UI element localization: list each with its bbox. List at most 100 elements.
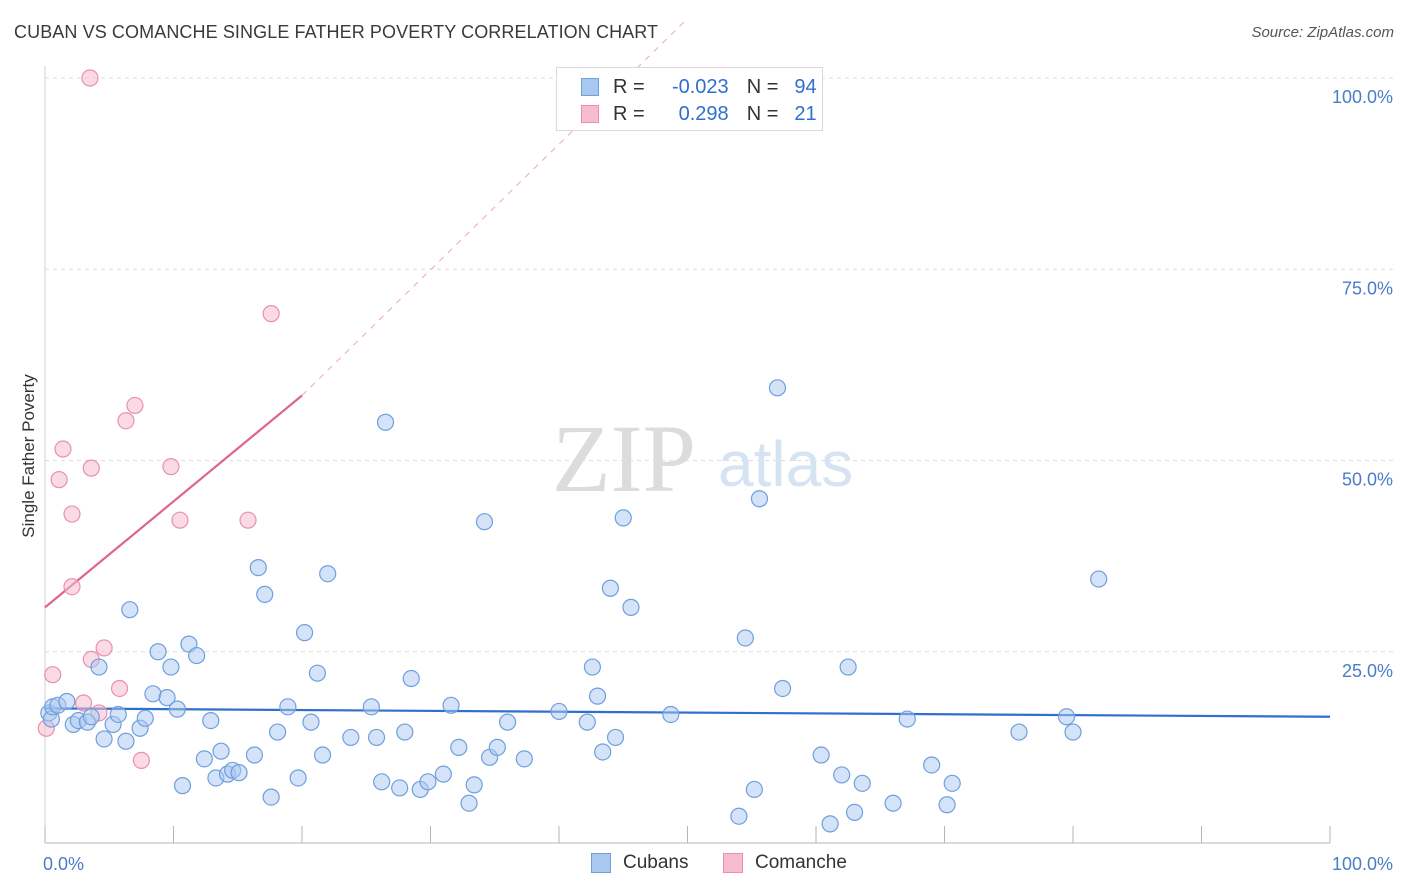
cubans-point	[898, 710, 916, 728]
comanche-point	[63, 578, 81, 596]
x-tick-label: 0.0%	[43, 854, 84, 874]
cubans-point	[376, 413, 395, 431]
cubans-point	[268, 723, 287, 741]
cubans-point	[402, 669, 420, 688]
stats-legend: R = -0.023 N = 94 R = 0.298 N = 21	[556, 67, 823, 131]
tick-labels: 25.0% 50.0% 75.0% 100.0% 0.0% 100.0%	[43, 87, 1393, 874]
legend-n-label: N =	[746, 102, 779, 125]
cubans-point	[82, 708, 100, 726]
cubans-point	[550, 702, 568, 721]
legend-r-value: -0.023	[671, 75, 729, 98]
cubans-point	[289, 769, 307, 787]
watermark-zip-text: ZIP	[552, 405, 696, 512]
comanche-point	[50, 471, 68, 489]
cubans-point	[168, 700, 186, 718]
y-tick-label: 75.0%	[1342, 278, 1393, 298]
cubans-point	[188, 646, 206, 665]
cubans-point	[109, 705, 127, 724]
cubans-point	[884, 794, 902, 812]
comanche-point	[162, 458, 180, 476]
cubans-point	[230, 764, 248, 782]
cubans-point	[308, 664, 327, 682]
cubans-point	[745, 780, 763, 799]
cubans-point	[391, 779, 409, 797]
comanche-swatch-icon	[581, 105, 599, 123]
cubans-point	[465, 776, 483, 794]
cubans-point	[95, 730, 113, 748]
cubans-point	[195, 750, 213, 768]
cubans-point	[319, 565, 337, 583]
y-tick-label: 25.0%	[1342, 661, 1393, 681]
cubans-point	[588, 687, 607, 705]
y-axis-title: Single Father Poverty	[19, 374, 38, 538]
cubans-point	[173, 777, 192, 795]
cubans-point	[121, 601, 139, 619]
comanche-point	[54, 440, 72, 458]
cubans-point	[614, 509, 632, 527]
y-tick-label: 100.0%	[1332, 87, 1393, 107]
legend-n-value: 94	[794, 75, 817, 98]
comanche-points	[37, 69, 280, 769]
cubans-point	[58, 692, 76, 711]
cubans-point	[202, 711, 220, 730]
comanche-point	[126, 396, 144, 415]
cubans-point	[812, 746, 830, 764]
series-legend: Cubans Comanche	[0, 852, 1406, 876]
cubans-point	[606, 728, 625, 747]
cubans-point	[853, 774, 871, 792]
cubans-point	[583, 658, 602, 676]
cubans-point	[136, 709, 154, 727]
comanche-point	[44, 666, 62, 684]
cubans-point	[342, 728, 360, 747]
cubans-legend-icon	[591, 853, 611, 873]
watermark: ZIP atlas	[552, 405, 853, 512]
cubans-point	[773, 679, 792, 698]
cubans-point	[578, 713, 596, 731]
comanche-point	[117, 412, 135, 430]
cubans-point	[256, 585, 274, 603]
cubans-point	[362, 698, 380, 716]
cubans-points	[40, 379, 1108, 833]
cubans-point	[938, 796, 956, 814]
legend-r-label: R =	[613, 102, 645, 125]
cubans-point	[367, 728, 386, 747]
cubans-point	[212, 742, 230, 760]
chart-title: CUBAN VS COMANCHE SINGLE FATHER POVERTY …	[14, 22, 659, 42]
cubans-point	[515, 750, 533, 768]
comanche-point	[262, 305, 280, 323]
cubans-point	[144, 685, 162, 703]
cubans-point	[750, 490, 769, 508]
comanche-legend-icon	[723, 853, 743, 873]
comanche-point	[110, 679, 129, 698]
comanche-trend-line	[44, 394, 303, 609]
legend-item-label: Cubans	[623, 852, 689, 873]
cubans-point	[594, 743, 612, 761]
cubans-point	[622, 598, 640, 616]
cubans-point	[730, 807, 748, 825]
comanche-point	[82, 459, 100, 477]
cubans-point	[162, 658, 180, 676]
cubans-point	[488, 738, 506, 756]
cubans-point	[833, 766, 851, 784]
cubans-point	[1057, 708, 1076, 726]
x-tick-label: 100.0%	[1332, 854, 1393, 874]
cubans-point	[736, 629, 754, 647]
cubans-point	[262, 788, 280, 806]
legend-item-comanche[interactable]: Comanche	[723, 852, 847, 874]
comanche-point	[95, 639, 113, 657]
legend-r-value: 0.298	[678, 102, 729, 125]
cubans-point	[158, 689, 176, 707]
comanche-point	[74, 694, 93, 712]
grid-lines	[45, 77, 1394, 653]
comanche-point	[132, 751, 150, 769]
cubans-point	[149, 643, 167, 661]
cubans-point	[821, 815, 839, 833]
cubans-point	[90, 658, 108, 676]
cubans-swatch-icon	[581, 78, 599, 96]
cubans-point	[601, 579, 620, 597]
cubans-point	[279, 698, 297, 716]
cubans-point	[419, 773, 437, 791]
cubans-point	[442, 696, 460, 714]
legend-item-cubans[interactable]: Cubans	[591, 852, 689, 874]
